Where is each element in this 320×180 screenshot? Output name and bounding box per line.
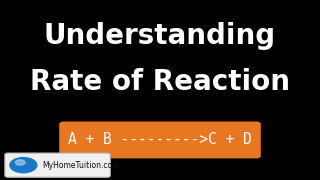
Text: A + B --------->C + D: A + B --------->C + D <box>68 132 252 147</box>
FancyBboxPatch shape <box>59 122 261 158</box>
Text: Rate of Reaction: Rate of Reaction <box>30 68 290 96</box>
Text: MyHomeTuition.com: MyHomeTuition.com <box>43 161 120 170</box>
Circle shape <box>15 160 25 165</box>
Circle shape <box>10 158 37 173</box>
FancyBboxPatch shape <box>5 153 110 177</box>
Text: Understanding: Understanding <box>44 22 276 50</box>
